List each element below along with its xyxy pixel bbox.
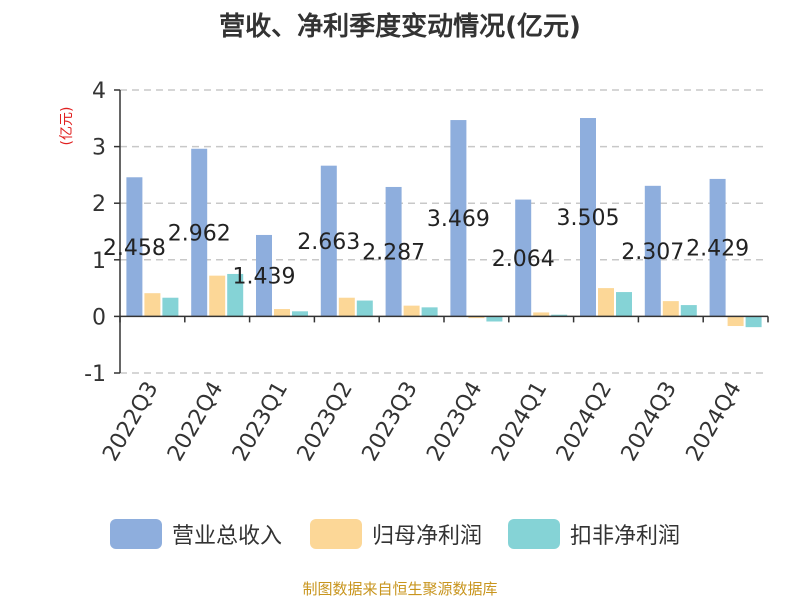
data-label-revenue: 1.439 bbox=[233, 265, 296, 290]
bar-net-profit bbox=[403, 305, 420, 317]
x-tick-label: 2024Q3 bbox=[617, 378, 682, 466]
bar-revenue bbox=[515, 199, 532, 317]
x-tick-label: 2024Q2 bbox=[552, 378, 617, 466]
data-label-revenue: 2.663 bbox=[297, 230, 360, 255]
bar-revenue bbox=[644, 185, 661, 317]
bar-net-profit bbox=[533, 312, 550, 317]
data-source-note: 制图数据来自恒生聚源数据库 bbox=[302, 580, 498, 598]
bars bbox=[126, 118, 762, 328]
bar-revenue bbox=[126, 177, 143, 317]
bar-deducted-net-profit bbox=[745, 316, 762, 328]
y-tick-label: 1 bbox=[92, 249, 106, 274]
bar-net-profit bbox=[598, 288, 614, 317]
legend-label-deducted-net-profit: 扣非净利润 bbox=[570, 524, 681, 549]
data-label-revenue: 2.429 bbox=[686, 237, 749, 262]
y-axis-ticks: -1 0 1 2 3 4 bbox=[84, 79, 120, 387]
x-axis-tick-labels: 2022Q3 2022Q4 2023Q1 2023Q2 2023Q3 2023Q4 2024… bbox=[98, 378, 747, 466]
bar-net-profit bbox=[209, 275, 226, 317]
axes bbox=[119, 90, 769, 373]
data-label-revenue: 2.962 bbox=[168, 222, 231, 247]
x-tick-label: 2023Q4 bbox=[422, 378, 487, 466]
data-label-revenue: 3.469 bbox=[427, 207, 490, 232]
bar-net-profit bbox=[662, 301, 679, 317]
y-tick-label: 2 bbox=[92, 192, 106, 217]
legend-swatch-deducted-net-profit bbox=[508, 519, 560, 549]
x-tick-label: 2022Q3 bbox=[98, 378, 163, 466]
x-tick-label: 2023Q3 bbox=[357, 378, 422, 466]
x-tick-label: 2023Q1 bbox=[228, 378, 293, 466]
legend-swatch-revenue bbox=[110, 519, 162, 549]
y-tick-label: 0 bbox=[92, 305, 106, 330]
bar-deducted-net-profit bbox=[356, 300, 373, 317]
bar-deducted-net-profit bbox=[421, 307, 438, 317]
data-label-revenue: 2.458 bbox=[103, 236, 166, 261]
bar-revenue bbox=[385, 186, 402, 317]
legend-item-deducted-net-profit[interactable]: 扣非净利润 bbox=[508, 517, 680, 551]
y-tick-label: 4 bbox=[92, 79, 106, 104]
bar-revenue bbox=[191, 148, 208, 317]
bar-deducted-net-profit bbox=[292, 311, 308, 317]
legend-item-net-profit[interactable]: 归母净利润 bbox=[310, 517, 482, 551]
legend-swatch-net-profit bbox=[310, 519, 362, 549]
bar-deducted-net-profit bbox=[162, 297, 179, 317]
bar-deducted-net-profit bbox=[616, 292, 632, 317]
bar-net-profit bbox=[144, 293, 161, 317]
bar-revenue bbox=[320, 165, 337, 317]
data-label-revenue: 2.064 bbox=[492, 247, 555, 272]
bar-deducted-net-profit bbox=[551, 314, 568, 317]
bar-net-profit bbox=[468, 316, 485, 319]
bar-deducted-net-profit bbox=[486, 316, 503, 322]
bar-net-profit bbox=[338, 297, 355, 317]
bar-net-profit bbox=[274, 309, 290, 317]
y-tick-label: -1 bbox=[84, 362, 106, 387]
bar-deducted-net-profit bbox=[227, 273, 244, 317]
bar-revenue bbox=[580, 118, 596, 317]
y-tick-label: 3 bbox=[92, 136, 106, 161]
bar-net-profit bbox=[727, 316, 744, 327]
x-tick-label: 2023Q2 bbox=[293, 378, 358, 466]
bar-revenue bbox=[450, 120, 467, 317]
legend-label-revenue: 营业总收入 bbox=[172, 524, 283, 549]
x-tick-label: 2024Q4 bbox=[681, 378, 746, 466]
bar-revenue bbox=[709, 178, 726, 317]
x-tick-label: 2024Q1 bbox=[487, 378, 552, 466]
x-tick-label: 2022Q4 bbox=[163, 378, 228, 466]
legend-item-revenue[interactable]: 营业总收入 bbox=[110, 517, 282, 551]
chart-title: 营收、净利季度变动情况(亿元) bbox=[219, 12, 581, 42]
legend-label-net-profit: 归母净利润 bbox=[372, 524, 483, 549]
data-label-revenue: 2.287 bbox=[362, 241, 425, 266]
data-label-revenue: 3.505 bbox=[557, 206, 620, 231]
bar-revenue bbox=[256, 234, 272, 317]
bar-deducted-net-profit bbox=[680, 305, 697, 317]
data-label-revenue: 2.307 bbox=[621, 240, 684, 265]
